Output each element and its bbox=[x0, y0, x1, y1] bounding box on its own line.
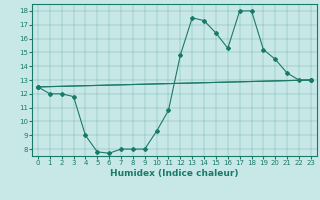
X-axis label: Humidex (Indice chaleur): Humidex (Indice chaleur) bbox=[110, 169, 239, 178]
